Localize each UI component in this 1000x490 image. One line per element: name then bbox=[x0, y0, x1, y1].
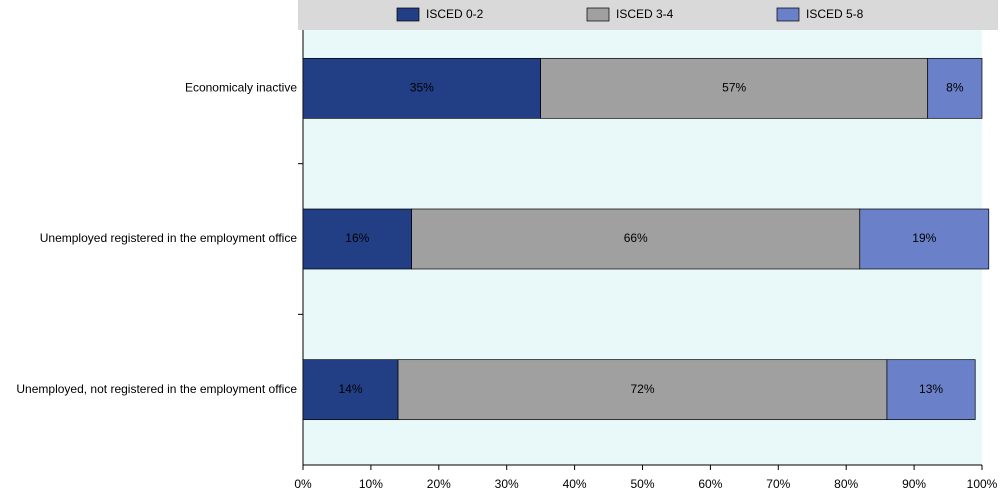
y-tick-label: Unemployed registered in the employment … bbox=[40, 231, 298, 245]
legend-label: ISCED 0-2 bbox=[426, 7, 484, 21]
bar-segment bbox=[302, 208, 412, 270]
value-label: 8% bbox=[946, 81, 964, 95]
value-label: 72% bbox=[630, 382, 654, 396]
value-label: 66% bbox=[624, 231, 648, 245]
x-tick-label: 90% bbox=[902, 477, 926, 490]
value-label: 19% bbox=[912, 231, 936, 245]
value-label: 57% bbox=[722, 81, 746, 95]
x-tick-label: 30% bbox=[495, 477, 519, 490]
x-tick-label: 60% bbox=[698, 477, 722, 490]
bar-segment bbox=[859, 208, 990, 270]
x-tick-label: 50% bbox=[630, 477, 654, 490]
bar-segment bbox=[411, 208, 861, 270]
legend-swatch bbox=[396, 7, 420, 22]
y-tick-label: Economicaly inactive bbox=[185, 81, 297, 95]
y-tick-label: Unemployed, not registered in the employ… bbox=[16, 382, 297, 396]
value-label: 13% bbox=[919, 382, 943, 396]
value-label: 35% bbox=[410, 81, 434, 95]
legend-swatch bbox=[776, 7, 800, 22]
x-tick-label: 100% bbox=[967, 477, 998, 490]
x-tick-label: 10% bbox=[359, 477, 383, 490]
x-tick-label: 70% bbox=[766, 477, 790, 490]
x-tick-label: 80% bbox=[834, 477, 858, 490]
bar-segment bbox=[927, 57, 983, 119]
bar-segment bbox=[397, 359, 888, 421]
legend-label: ISCED 3-4 bbox=[616, 7, 674, 21]
value-label: 16% bbox=[345, 231, 369, 245]
x-tick-label: 40% bbox=[563, 477, 587, 490]
x-tick-label: 20% bbox=[427, 477, 451, 490]
value-label: 14% bbox=[339, 382, 363, 396]
x-tick-label: 0% bbox=[294, 477, 312, 490]
legend-label: ISCED 5-8 bbox=[806, 7, 864, 21]
legend-swatch bbox=[586, 7, 610, 22]
bar-segment bbox=[886, 359, 976, 421]
